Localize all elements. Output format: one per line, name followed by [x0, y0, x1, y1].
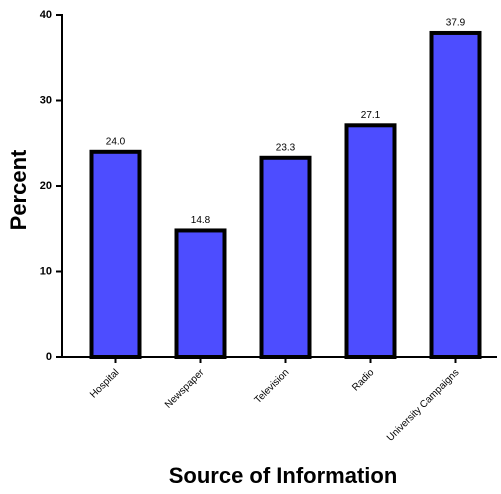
x-tick-label: Television — [253, 367, 292, 406]
bar — [89, 149, 142, 359]
bar — [429, 30, 482, 360]
y-tick-label: 20 — [40, 180, 52, 192]
value-label: 37.9 — [446, 18, 466, 29]
value-label: 14.8 — [191, 215, 211, 226]
value-label: 24.0 — [106, 136, 126, 147]
y-tick-label: 10 — [40, 265, 52, 277]
value-label: 27.1 — [361, 110, 381, 121]
x-axis-title: Source of Information — [169, 463, 398, 488]
x-tick-label: University Campaigns — [385, 367, 462, 444]
y-tick-label: 30 — [40, 94, 52, 106]
x-tick-label: Hospital — [88, 367, 121, 400]
bar — [259, 155, 312, 359]
x-tick-label: Newspaper — [163, 367, 207, 411]
y-tick-label: 0 — [46, 351, 52, 363]
y-tick-label: 40 — [40, 9, 52, 21]
y-axis-title: Percent — [6, 149, 31, 230]
bar — [174, 228, 227, 360]
x-tick-label: Radio — [350, 367, 377, 394]
value-label: 23.3 — [276, 142, 296, 153]
bar — [344, 123, 397, 359]
